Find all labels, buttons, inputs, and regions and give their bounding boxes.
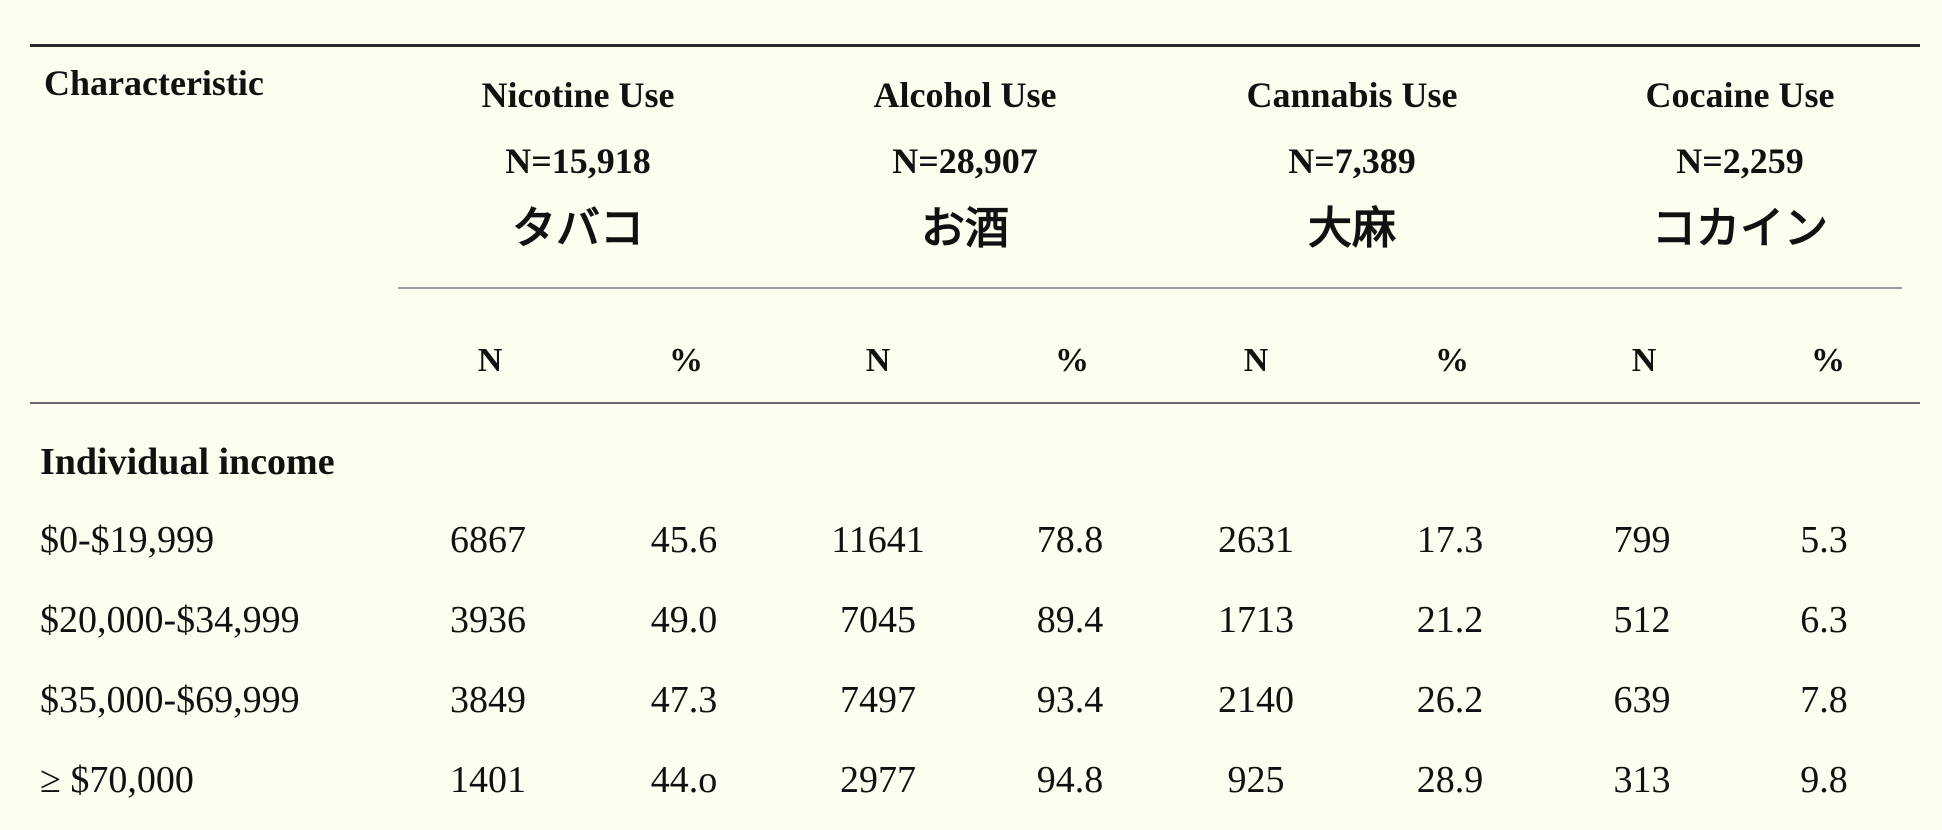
sub-header-percent: %	[669, 342, 703, 379]
cell-cannabis-n: 2140	[1218, 679, 1294, 721]
table-row: $20,000-$34,999 3936 49.0 7045 89.4 1713…	[0, 598, 1942, 658]
row-label: $20,000-$34,999	[40, 599, 300, 641]
group-header-cocaine: Cocaine Use N=2,259 コカイン	[1540, 62, 1940, 260]
cell-cannabis-pct: 21.2	[1416, 599, 1484, 641]
group-header-nicotine: Nicotine Use N=15,918 タバコ	[378, 62, 778, 260]
cell-cocaine-n: 639	[1613, 679, 1671, 721]
group-n: N=7,389	[1288, 141, 1416, 181]
cell-alcohol-n: 2977	[840, 759, 916, 801]
sub-header-percent: %	[1435, 342, 1469, 379]
group-n: N=15,918	[505, 141, 651, 181]
cell-cocaine-n: 799	[1613, 519, 1671, 561]
group-n: N=28,907	[892, 141, 1038, 181]
cell-cocaine-n: 313	[1613, 759, 1671, 801]
cell-nicotine-pct: 49.0	[650, 599, 718, 641]
cell-nicotine-n: 6867	[450, 519, 526, 561]
row-label: $0-$19,999	[40, 519, 215, 561]
sub-header-n: N	[1243, 342, 1269, 379]
header-bottom-rule	[30, 402, 1920, 404]
cell-nicotine-pct: 47.3	[650, 679, 718, 721]
cell-cannabis-n: 925	[1227, 759, 1285, 801]
cell-alcohol-n: 7497	[840, 679, 916, 721]
cell-alcohol-n: 7045	[840, 599, 916, 641]
cell-cannabis-pct: 26.2	[1416, 679, 1484, 721]
group-name: Nicotine Use	[481, 75, 675, 115]
cell-cocaine-n: 512	[1613, 599, 1671, 641]
row-label: $35,000-$69,999	[40, 679, 300, 721]
group-header-cannabis: Cannabis Use N=7,389 大麻	[1152, 62, 1552, 260]
cell-alcohol-pct: 94.8	[1036, 759, 1104, 801]
table-row: $0-$19,999 6867 45.6 11641 78.8 2631 17.…	[0, 518, 1942, 578]
cell-cannabis-n: 2631	[1218, 519, 1294, 561]
cell-nicotine-pct: 44.o	[650, 759, 718, 801]
group-header-alcohol: Alcohol Use N=28,907 お酒	[765, 62, 1165, 260]
cell-nicotine-n: 3849	[450, 679, 526, 721]
characteristic-header: Characteristic	[44, 63, 264, 103]
sub-header-percent: %	[1811, 342, 1845, 379]
group-n: N=2,259	[1676, 141, 1804, 181]
cell-cannabis-n: 1713	[1218, 599, 1294, 641]
sub-header-n: N	[477, 342, 503, 379]
group-japanese-label: 大麻	[1308, 203, 1396, 254]
group-underline-rule	[398, 287, 1902, 289]
table-row: ≥ $70,000 1401 44.o 2977 94.8 925 28.9 3…	[0, 758, 1942, 818]
cell-cocaine-pct: 9.8	[1800, 759, 1848, 801]
cell-alcohol-pct: 93.4	[1036, 679, 1104, 721]
cell-nicotine-pct: 45.6	[650, 519, 718, 561]
sub-header-n: N	[1631, 342, 1657, 379]
cell-cocaine-pct: 7.8	[1800, 679, 1848, 721]
section-label: Individual income	[40, 441, 335, 483]
table-top-rule	[30, 44, 1920, 47]
cell-alcohol-n: 11641	[831, 519, 925, 561]
group-name: Alcohol Use	[873, 75, 1057, 115]
group-japanese-label: お酒	[921, 203, 1009, 254]
cell-nicotine-n: 1401	[450, 759, 526, 801]
cell-nicotine-n: 3936	[450, 599, 526, 641]
group-name: Cannabis Use	[1246, 75, 1458, 115]
row-label: ≥ $70,000	[40, 759, 194, 801]
cell-alcohol-pct: 89.4	[1036, 599, 1104, 641]
cell-cannabis-pct: 28.9	[1416, 759, 1484, 801]
sub-header-n: N	[865, 342, 891, 379]
cell-alcohol-pct: 78.8	[1036, 519, 1104, 561]
sub-header-percent: %	[1055, 342, 1089, 379]
cell-cocaine-pct: 5.3	[1800, 519, 1848, 561]
cell-cocaine-pct: 6.3	[1800, 599, 1848, 641]
group-japanese-label: コカイン	[1652, 203, 1828, 254]
group-name: Cocaine Use	[1645, 75, 1835, 115]
table-row: $35,000-$69,999 3849 47.3 7497 93.4 2140…	[0, 678, 1942, 738]
group-japanese-label: タバコ	[512, 203, 644, 254]
cell-cannabis-pct: 17.3	[1416, 519, 1484, 561]
